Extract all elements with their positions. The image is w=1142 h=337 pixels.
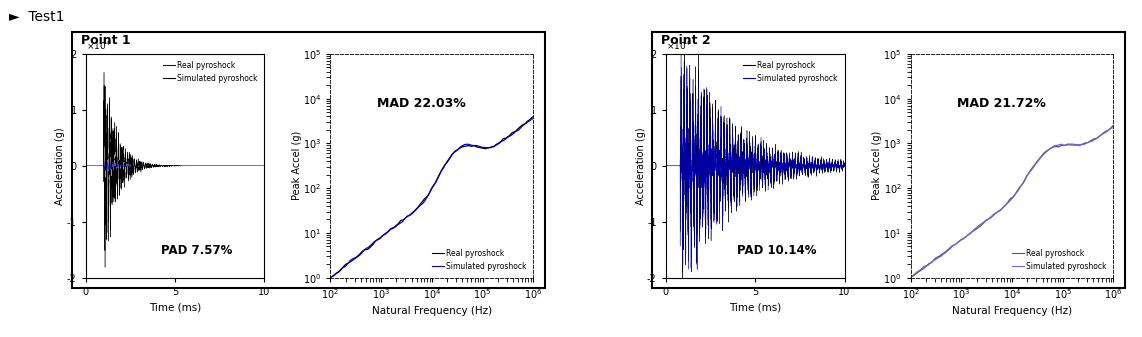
Legend: Real pyroshock, Simulated pyroshock: Real pyroshock, Simulated pyroshock bbox=[160, 58, 260, 86]
Text: Point 2: Point 2 bbox=[661, 34, 710, 47]
X-axis label: Time (ms): Time (ms) bbox=[729, 302, 781, 312]
Text: $\times10^4$: $\times10^4$ bbox=[666, 39, 691, 52]
X-axis label: Time (ms): Time (ms) bbox=[148, 302, 201, 312]
Text: PAD 10.14%: PAD 10.14% bbox=[737, 244, 817, 257]
X-axis label: Natural Frequency (Hz): Natural Frequency (Hz) bbox=[372, 306, 492, 316]
Text: MAD 21.72%: MAD 21.72% bbox=[957, 97, 1046, 110]
Legend: Real pyroshock, Simulated pyroshock: Real pyroshock, Simulated pyroshock bbox=[429, 246, 530, 274]
Y-axis label: Peak Accel (g): Peak Accel (g) bbox=[291, 131, 301, 201]
Y-axis label: Peak Accel (g): Peak Accel (g) bbox=[871, 131, 882, 201]
Legend: Real pyroshock, Simulated pyroshock: Real pyroshock, Simulated pyroshock bbox=[740, 58, 841, 86]
Y-axis label: Acceleration (g): Acceleration (g) bbox=[636, 127, 645, 205]
X-axis label: Natural Frequency (Hz): Natural Frequency (Hz) bbox=[952, 306, 1072, 316]
Text: PAD 7.57%: PAD 7.57% bbox=[161, 244, 232, 257]
Text: Point 1: Point 1 bbox=[81, 34, 130, 47]
Y-axis label: Acceleration (g): Acceleration (g) bbox=[56, 127, 65, 205]
Text: $\times10^4$: $\times10^4$ bbox=[86, 39, 111, 52]
Text: ►  Test1: ► Test1 bbox=[9, 10, 65, 24]
Legend: Real pyroshock, Simulated pyroshock: Real pyroshock, Simulated pyroshock bbox=[1010, 246, 1110, 274]
Text: MAD 22.03%: MAD 22.03% bbox=[377, 97, 466, 110]
